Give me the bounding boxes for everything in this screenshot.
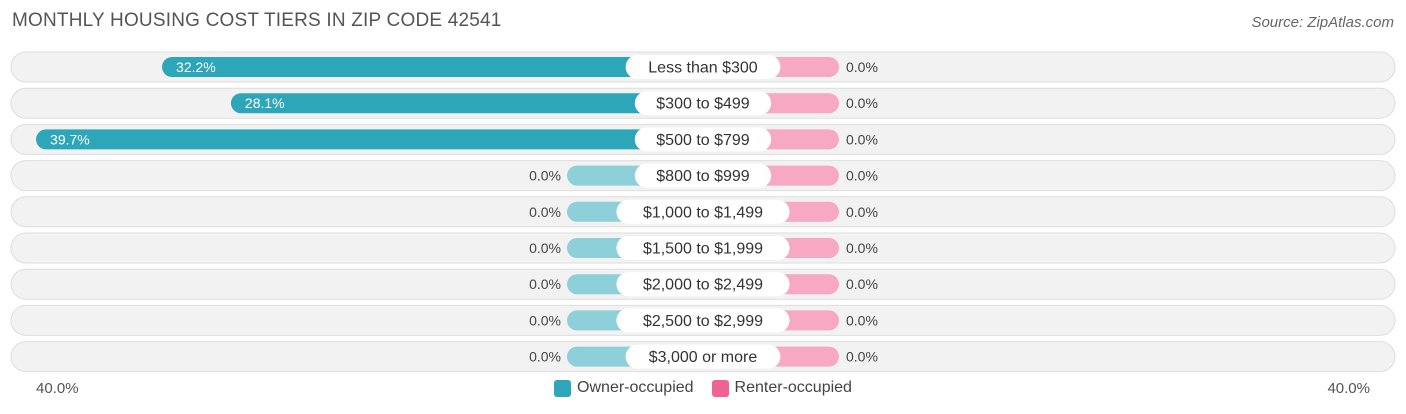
category-label-bg [625, 344, 781, 369]
value-label-renter: 0.0% [846, 349, 878, 365]
legend-item-renter: Renter-occupied [711, 379, 852, 397]
legend-swatch-renter [711, 379, 729, 397]
value-label-owner: 28.1% [245, 95, 285, 111]
row-6: $2,000 to $2,499 0.0% 0.0% [10, 268, 1396, 300]
legend-label-renter: Renter-occupied [734, 379, 852, 396]
value-label-owner: 0.0% [529, 276, 561, 292]
row-5: $1,500 to $1,999 0.0% 0.0% [10, 232, 1396, 264]
value-label-renter: 0.0% [846, 276, 878, 292]
category-label: $300 to $499 [656, 96, 750, 113]
value-label-owner: 0.0% [529, 240, 561, 256]
value-label-renter: 0.0% [846, 312, 878, 328]
category-label-bg [634, 163, 772, 188]
row-2: $500 to $799 39.7% 0.0% [10, 123, 1396, 155]
category-label-bg [616, 308, 790, 333]
legend-item-owner: Owner-occupied [554, 379, 694, 397]
bar-owner [36, 129, 704, 150]
value-label-owner: 0.0% [529, 168, 561, 184]
value-label-owner: 0.0% [529, 204, 561, 220]
chart-source: Source: ZipAtlas.com [1251, 14, 1394, 31]
row-0: Less than $300 32.2% 0.0% [10, 51, 1396, 83]
legend: Owner-occupied Renter-occupied [0, 379, 1406, 397]
category-label-bg [616, 199, 790, 224]
value-label-renter: 0.0% [846, 131, 878, 147]
bar-owner [162, 57, 704, 77]
category-label: $1,000 to $1,499 [643, 204, 763, 221]
chart-title: MONTHLY HOUSING COST TIERS IN ZIP CODE 4… [12, 10, 502, 31]
category-label: $3,000 or more [649, 349, 758, 366]
chart-plot-area: Less than $300 32.2% 0.0% $300 to $499 28.1%… [10, 51, 1396, 373]
value-label-renter: 0.0% [846, 204, 878, 220]
value-label-renter: 0.0% [846, 95, 878, 111]
category-label: Less than $300 [648, 60, 758, 77]
axis-tick-right: 40.0% [1327, 380, 1370, 397]
value-label-renter: 0.0% [846, 240, 878, 256]
row-1: $300 to $499 28.1% 0.0% [10, 87, 1396, 119]
value-label-renter: 0.0% [846, 59, 878, 75]
category-label: $800 to $999 [656, 168, 750, 185]
value-label-owner: 39.7% [50, 131, 90, 147]
category-label: $1,500 to $1,999 [643, 241, 763, 258]
category-label: $2,000 to $2,499 [643, 277, 763, 294]
row-7: $2,500 to $2,999 0.0% 0.0% [10, 304, 1396, 336]
row-8: $3,000 or more 0.0% 0.0% [10, 341, 1396, 373]
category-label: $2,500 to $2,999 [643, 313, 763, 330]
category-label-bg [625, 55, 781, 79]
legend-swatch-owner [554, 379, 572, 397]
axis-tick-left: 40.0% [36, 380, 79, 397]
bar-owner [230, 93, 704, 114]
category-label-bg [616, 236, 790, 260]
value-label-owner: 32.2% [176, 59, 216, 75]
category-label-bg [616, 272, 790, 297]
category-label: $500 to $799 [656, 132, 750, 149]
category-label-bg [634, 127, 772, 152]
legend-label-owner: Owner-occupied [577, 379, 694, 396]
category-label-bg [634, 91, 772, 116]
value-label-owner: 0.0% [529, 312, 561, 328]
row-4: $1,000 to $1,499 0.0% 0.0% [10, 196, 1396, 228]
value-label-renter: 0.0% [846, 168, 878, 184]
row-3: $800 to $999 0.0% 0.0% [10, 160, 1396, 192]
value-label-owner: 0.0% [529, 349, 561, 365]
